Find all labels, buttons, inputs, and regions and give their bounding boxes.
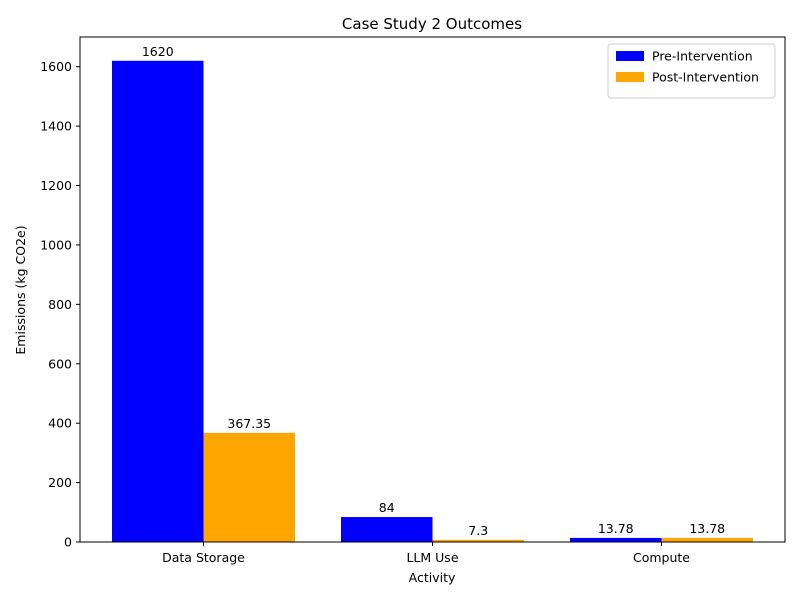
- legend: Pre-Intervention Post-Intervention: [607, 43, 776, 99]
- bar-pre-intervention-data-storage: [112, 60, 204, 542]
- legend-swatch: [616, 72, 644, 82]
- bar-post-intervention-llm-use: [432, 539, 524, 542]
- data-label: 367.35: [227, 416, 271, 431]
- data-label: 7.3: [468, 523, 488, 538]
- legend-box: [607, 43, 776, 99]
- y-axis-label: Emissions (kg CO2e): [13, 225, 28, 354]
- data-label: 1620: [142, 44, 174, 59]
- y-tick-label: 800: [48, 297, 72, 312]
- y-tick-label: 1200: [40, 178, 72, 193]
- y-tick-label: 1000: [40, 237, 72, 252]
- y-tick-label: 1400: [40, 119, 72, 134]
- y-tick-label: 0: [64, 535, 72, 550]
- x-axis-label: Activity: [409, 570, 456, 585]
- legend-entry: Pre-Intervention: [652, 49, 753, 64]
- chart-title: Case Study 2 Outcomes: [342, 15, 522, 33]
- bar-post-intervention-data-storage: [203, 432, 295, 542]
- legend-swatch: [616, 51, 644, 61]
- y-tick-label: 600: [48, 356, 72, 371]
- x-tick-label: Compute: [633, 550, 690, 565]
- y-tick-label: 1600: [40, 59, 72, 74]
- bar-pre-intervention-llm-use: [341, 517, 433, 542]
- bar-pre-intervention-compute: [570, 537, 662, 542]
- plot-frame: [79, 36, 786, 543]
- y-tick-label: 200: [48, 475, 72, 490]
- data-label: 13.78: [689, 521, 725, 536]
- x-tick-label: LLM Use: [406, 550, 458, 565]
- data-label: 13.78: [598, 521, 634, 536]
- legend-entry: Post-Intervention: [652, 70, 759, 85]
- data-label: 84: [379, 500, 395, 515]
- plot-area: 1620 367.35 Data Storage 84 7.3 LLM Use 13.78 1…: [40, 36, 786, 565]
- bar-post-intervention-compute: [661, 537, 753, 542]
- x-tick-label: Data Storage: [162, 550, 245, 565]
- y-tick-label: 400: [48, 416, 72, 431]
